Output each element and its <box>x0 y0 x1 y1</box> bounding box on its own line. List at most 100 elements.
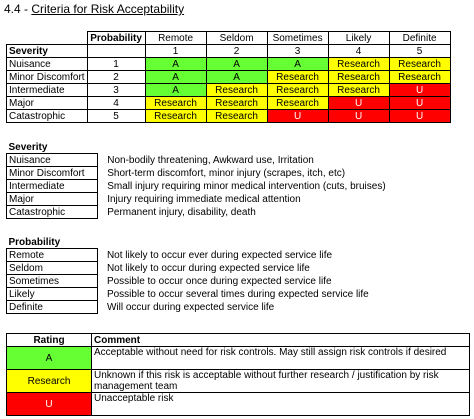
definition-row: Major Injury requiring immediate medical … <box>6 192 474 206</box>
prob-name-seldom: Seldom <box>205 31 268 45</box>
severity-name: Catastrophic <box>6 109 88 123</box>
matrix-cell: Research <box>388 70 451 84</box>
prob-num: 3 <box>266 44 329 58</box>
section-number: 4.4 - <box>4 2 32 16</box>
probability-header: Probability <box>86 31 146 45</box>
prob-num: 5 <box>388 44 451 58</box>
rating-row: U Unacceptable risk <box>6 392 470 416</box>
page-title: 4.4 - Criteria for Risk Acceptability <box>4 2 184 16</box>
severity-header: Severity <box>6 44 88 58</box>
matrix-number-blank <box>86 44 146 58</box>
rating-row: A Acceptable without need for risk contr… <box>6 346 470 370</box>
definition-row: Remote Not likely to occur ever during ex… <box>6 248 474 262</box>
rating-comment: Unacceptable risk <box>91 392 470 416</box>
definition-row: Nuisance Non-bodily threatening, Awkward … <box>6 153 474 167</box>
matrix-row-catastrophic: Catastrophic 5 Research Research U U U <box>6 109 451 123</box>
matrix-cell: Research <box>327 83 390 97</box>
severity-num: 1 <box>86 57 146 71</box>
definition-text: Permanent injury, disability, death <box>107 206 256 218</box>
definition-row: Catastrophic Permanent injury, disability… <box>6 205 474 219</box>
prob-num: 2 <box>205 44 268 58</box>
rating-comment: Acceptable without need for risk control… <box>91 346 470 370</box>
prob-name-definite: Definite <box>388 31 451 45</box>
severity-name: Major <box>6 96 88 110</box>
severity-num: 3 <box>86 83 146 97</box>
rating-comment: Unknown if this risk is acceptable witho… <box>91 369 470 393</box>
definition-text: Not likely to occur ever during expected… <box>106 249 333 261</box>
definition-text: Non-bodily threatening, Awkward use, Irr… <box>107 154 314 166</box>
definition-text: Small injury requiring minor medical int… <box>107 180 386 192</box>
severity-defs-heading: Severity <box>8 141 48 153</box>
definition-text: Possible to occur once during expected s… <box>106 275 332 287</box>
risk-matrix: Probability Remote Seldom Sometimes Like… <box>6 31 451 123</box>
definition-term: Sometimes <box>6 274 98 288</box>
rating-swatch-research: Research <box>6 369 92 393</box>
matrix-cell: Research <box>388 57 451 71</box>
definition-term: Nuisance <box>6 153 98 167</box>
definition-term: Likely <box>6 287 98 301</box>
matrix-cell: Research <box>144 96 207 110</box>
matrix-row-major: Major 4 Research Research Research U U <box>6 96 451 110</box>
definition-text: Will occur during expected service life <box>106 301 275 313</box>
matrix-cell: U <box>388 83 451 97</box>
definition-term: Major <box>6 192 98 206</box>
severity-num: 2 <box>86 70 146 84</box>
definition-row: Definite Will occur during expected servi… <box>6 300 474 314</box>
matrix-cell: A <box>205 57 268 71</box>
definition-text: Not likely to occur during expected serv… <box>106 262 310 274</box>
rating-legend: Rating Comment A Acceptable without need… <box>6 333 470 416</box>
definition-text: Injury requiring immediate medical atten… <box>107 193 301 205</box>
matrix-cell: U <box>266 109 329 123</box>
prob-name-sometimes: Sometimes <box>266 31 329 45</box>
definition-row: Sometimes Possible to occur once during e… <box>6 274 474 288</box>
matrix-cell: A <box>144 57 207 71</box>
matrix-cell: Research <box>205 96 268 110</box>
definition-term: Catastrophic <box>6 205 98 219</box>
definition-row: Minor Discomfort Short-term discomfort, m… <box>6 166 474 180</box>
severity-name: Intermediate <box>6 83 88 97</box>
matrix-cell: Research <box>327 70 390 84</box>
prob-name-likely: Likely <box>327 31 390 45</box>
prob-num: 4 <box>327 44 390 58</box>
matrix-row-minor-discomfort: Minor Discomfort 2 A A Research Research… <box>6 70 451 84</box>
matrix-cell: U <box>327 109 390 123</box>
matrix-cell: Research <box>327 57 390 71</box>
definition-text: Possible to occur several times during e… <box>106 288 369 300</box>
matrix-cell: Research <box>266 70 329 84</box>
matrix-cell: Research <box>266 96 329 110</box>
matrix-cell: U <box>388 96 451 110</box>
matrix-cell: Research <box>205 83 268 97</box>
definition-row: Seldom Not likely to occur during expecte… <box>6 261 474 275</box>
matrix-cell: U <box>327 96 390 110</box>
matrix-row-nuisance: Nuisance 1 A A A Research Research <box>6 57 451 71</box>
definition-term: Seldom <box>6 261 98 275</box>
section-title: Criteria for Risk Acceptability <box>31 2 185 16</box>
rating-swatch-acceptable: A <box>6 346 92 370</box>
comment-header: Comment <box>91 333 470 347</box>
severity-name: Minor Discomfort <box>6 70 88 84</box>
matrix-cell: Research <box>144 109 207 123</box>
rating-header: Rating <box>6 333 92 347</box>
severity-num: 4 <box>86 96 146 110</box>
severity-definitions: Severity Nuisance Non-bodily threatening,… <box>6 141 474 219</box>
rating-header-row: Rating Comment <box>6 333 470 347</box>
definition-term: Minor Discomfort <box>6 166 98 180</box>
matrix-cell: A <box>266 57 329 71</box>
probability-definitions: Probability Remote Not likely to occur ev… <box>6 236 474 314</box>
definition-row: Intermediate Small injury requiring minor… <box>6 179 474 193</box>
prob-name-remote: Remote <box>144 31 207 45</box>
matrix-cell: U <box>388 109 451 123</box>
severity-name: Nuisance <box>6 57 88 71</box>
definition-term: Intermediate <box>6 179 98 193</box>
matrix-cell: Research <box>205 109 268 123</box>
severity-num: 5 <box>86 109 146 123</box>
matrix-number-row: Severity 1 2 3 4 5 <box>6 44 451 58</box>
definition-row: Likely Possible to occur several times du… <box>6 287 474 301</box>
matrix-corner <box>6 31 88 45</box>
definition-term: Definite <box>6 300 98 314</box>
matrix-cell: A <box>205 70 268 84</box>
matrix-row-intermediate: Intermediate 3 A Research Research Resea… <box>6 83 451 97</box>
matrix-cell: A <box>144 70 207 84</box>
definition-text: Short-term discomfort, minor injury (scr… <box>107 167 346 179</box>
prob-num: 1 <box>144 44 207 58</box>
